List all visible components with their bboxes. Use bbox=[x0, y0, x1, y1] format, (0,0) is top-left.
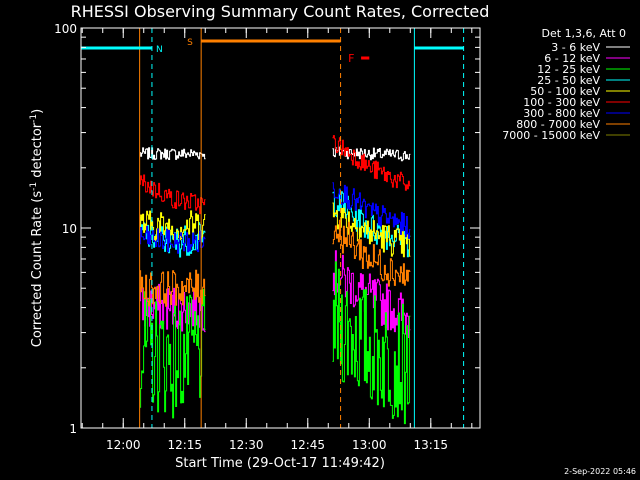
x-tick-label: 13:15 bbox=[413, 438, 448, 452]
y-tick-label: 1 bbox=[69, 422, 77, 436]
series-line bbox=[139, 269, 206, 307]
y-axis-label-part: -1 bbox=[29, 182, 39, 191]
series-line bbox=[332, 135, 411, 191]
series-line bbox=[139, 210, 206, 244]
legend-label: 12 - 25 keV bbox=[537, 63, 600, 76]
plot-area: N S F 1 10 100 12:00 12:15 12:30 12:45 13:00 13:15 bbox=[54, 22, 481, 452]
y-axis-label-part: detector bbox=[30, 122, 45, 182]
y-tick-label: 10 bbox=[62, 222, 77, 236]
legend-label: 25 - 50 keV bbox=[537, 74, 600, 87]
series-line bbox=[332, 219, 411, 287]
legend-label: 300 - 800 keV bbox=[523, 107, 600, 120]
series-line bbox=[139, 225, 206, 254]
x-tick-label: 13:00 bbox=[352, 438, 387, 452]
y-axis-label-part: ) bbox=[30, 109, 45, 114]
y-axis-label-part: Corrected Count Rate (s bbox=[30, 191, 45, 348]
night-label: N bbox=[156, 45, 163, 55]
x-tick-label: 12:15 bbox=[167, 438, 202, 452]
series-line bbox=[139, 174, 206, 215]
legend-label: 100 - 300 keV bbox=[523, 96, 600, 109]
legend-label: 6 - 12 keV bbox=[544, 52, 600, 65]
series-line bbox=[332, 202, 411, 258]
footer-timestamp: 2-Sep-2022 05:46 bbox=[564, 467, 636, 476]
flare-label: F bbox=[348, 52, 354, 65]
x-tick-label: 12:45 bbox=[290, 438, 325, 452]
x-tick-label: 12:30 bbox=[229, 438, 264, 452]
series-line bbox=[332, 261, 411, 425]
series-line bbox=[139, 147, 206, 160]
legend-label: 800 - 7000 keV bbox=[516, 118, 600, 131]
series-line bbox=[332, 250, 411, 338]
legend-label: 50 - 100 keV bbox=[530, 85, 600, 98]
legend-label: 3 - 6 keV bbox=[551, 41, 600, 54]
y-axis-label-part: -1 bbox=[29, 114, 39, 123]
chart-title: RHESSI Observing Summary Count Rates, Co… bbox=[71, 2, 490, 21]
series-line bbox=[332, 182, 411, 239]
saa-label: S bbox=[187, 38, 193, 48]
x-axis-label: Start Time (29-Oct-17 11:49:42) bbox=[175, 456, 385, 471]
x-tick-label: 12:00 bbox=[106, 438, 141, 452]
y-axis-label: Corrected Count Rate (s-1 detector-1) bbox=[29, 109, 45, 347]
series-line bbox=[139, 288, 206, 419]
legend-title: Det 1,3,6, Att 0 bbox=[542, 27, 626, 40]
legend-label: 7000 - 15000 keV bbox=[502, 129, 600, 142]
y-tick-label: 100 bbox=[54, 22, 77, 36]
